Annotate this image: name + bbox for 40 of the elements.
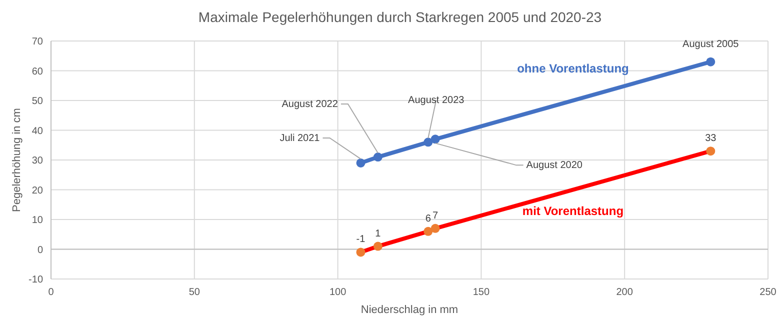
- y-tick-label: -10: [28, 274, 44, 286]
- y-axis-title: Pegelerhöhung in cm: [11, 108, 23, 212]
- point: [373, 152, 382, 162]
- annotation: August 2005: [682, 38, 740, 50]
- annotation: August 2022: [282, 99, 338, 110]
- y-tick-label: 50: [32, 96, 44, 107]
- data-label: 33: [705, 133, 717, 144]
- point: [706, 146, 716, 156]
- series-label: ohne Vorentlastung: [517, 62, 629, 76]
- data-label: -1: [356, 234, 366, 246]
- y-tick-label: 30: [32, 156, 44, 166]
- y-tick-label: 20: [32, 185, 44, 196]
- chart-title: Maximale Pegelerhöhungen durch Starkregen 2005 und 2020-23: [198, 9, 602, 25]
- point: [424, 138, 433, 147]
- point: [424, 226, 433, 236]
- y-tick-label: 40: [32, 126, 44, 137]
- x-tick-label: 100: [329, 287, 347, 298]
- x-tick-label: 250: [760, 287, 777, 298]
- x-tick-label: 50: [188, 287, 200, 298]
- y-tick-label: 60: [32, 66, 44, 78]
- data-label: 6: [425, 213, 432, 224]
- y-tick-label: 0: [37, 244, 44, 256]
- x-tick-label: 200: [616, 287, 634, 298]
- data-label: 1: [375, 228, 382, 240]
- annotation: August 2020: [526, 160, 583, 172]
- y-tick-label: 10: [32, 215, 44, 226]
- point: [373, 242, 382, 251]
- point: [356, 158, 366, 168]
- x-tick-label: 0: [48, 287, 54, 298]
- x-axis-title: Niederschlag in mm: [360, 304, 458, 316]
- point: [430, 134, 440, 144]
- data-label: 7: [432, 210, 439, 222]
- annotation: August 2023: [408, 95, 465, 106]
- point: [356, 248, 366, 257]
- x-tick-label: 150: [472, 287, 490, 298]
- series-label: mit Vorentlastung: [522, 204, 624, 218]
- point: [430, 224, 440, 233]
- point: [706, 57, 716, 66]
- y-tick-label: 70: [32, 36, 44, 48]
- annotation: Juli 2021: [280, 132, 320, 144]
